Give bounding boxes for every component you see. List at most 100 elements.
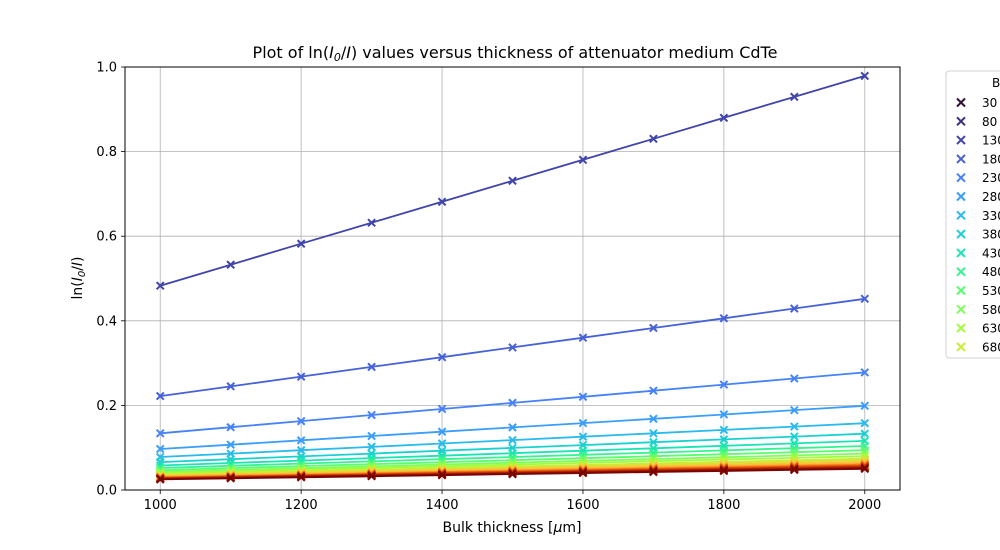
data-point <box>296 372 306 381</box>
data-point-stroke <box>649 134 658 144</box>
x-tick-label: 2000 <box>848 498 881 513</box>
data-point <box>296 436 306 445</box>
series-130 <box>155 71 870 290</box>
data-point <box>508 176 517 186</box>
data-point-stroke <box>719 410 729 419</box>
y-axis: 0.0 0.2 0.4 0.6 0.8 1.0 <box>96 61 125 499</box>
data-point <box>790 465 799 475</box>
legend-item: 380 <box>956 228 1000 242</box>
data-point-stroke <box>860 418 870 428</box>
data-point <box>367 442 376 452</box>
data-point <box>578 392 588 402</box>
data-point <box>956 229 966 239</box>
y-axis-label: ln(I0/I) <box>70 256 88 299</box>
legend-label: 330 <box>982 209 1000 223</box>
x-tick-label: 1200 <box>285 498 318 513</box>
legend-item: 280 <box>956 190 1000 204</box>
data-point-stroke <box>578 392 588 402</box>
data-point-stroke <box>367 218 376 228</box>
legend-item: 680 <box>956 340 1000 354</box>
series-530 <box>155 445 870 475</box>
data-point-stroke <box>508 398 517 408</box>
data-point <box>956 323 966 333</box>
series-unlabeled <box>155 464 870 484</box>
data-point <box>956 191 966 202</box>
data-point <box>790 422 799 431</box>
data-point <box>956 304 966 315</box>
legend-title: B <box>992 76 1000 90</box>
data-point <box>860 464 870 474</box>
data-point <box>860 294 870 304</box>
legend-label: 180 <box>982 152 1000 166</box>
data-point-stroke <box>226 440 235 449</box>
data-point <box>226 440 235 449</box>
legend-item: 230 <box>956 171 1000 185</box>
data-point <box>719 113 729 123</box>
data-point-stroke <box>437 352 447 362</box>
data-point-stroke <box>790 405 799 415</box>
legend-label: 380 <box>982 228 1000 242</box>
data-point <box>226 382 235 391</box>
data-point <box>578 432 588 442</box>
data-point-stroke <box>956 285 966 296</box>
legend-item: 80 <box>956 115 997 129</box>
y-tick-label: 0.0 <box>96 484 117 499</box>
data-point-stroke <box>226 382 235 391</box>
data-point <box>719 313 729 323</box>
data-point-stroke <box>296 416 306 426</box>
legend-label: 30 <box>982 96 997 110</box>
data-point-stroke <box>956 97 966 108</box>
data-point-stroke <box>860 71 870 81</box>
data-point-stroke <box>508 435 517 445</box>
x-tick-label: 1800 <box>707 498 740 513</box>
data-point <box>719 410 729 419</box>
data-point-stroke <box>437 197 447 207</box>
data-point <box>226 422 235 432</box>
data-point-stroke <box>956 172 966 183</box>
data-point <box>860 418 870 428</box>
series-180 <box>155 294 870 401</box>
legend-label: 430 <box>982 246 1000 260</box>
data-point <box>508 398 517 408</box>
data-point-stroke <box>860 464 870 474</box>
data-point <box>578 468 588 478</box>
data-point <box>956 154 966 164</box>
data-point-stroke <box>296 239 306 249</box>
data-point-stroke <box>956 116 966 127</box>
data-point-stroke <box>790 432 799 441</box>
data-point-stroke <box>956 229 966 239</box>
data-point <box>437 352 447 362</box>
data-point-stroke <box>155 429 165 438</box>
y-tick-label: 0.8 <box>96 145 117 160</box>
data-point-stroke <box>956 191 966 202</box>
data-point-stroke <box>296 436 306 445</box>
legend-label: 530 <box>982 284 1000 298</box>
series-layer <box>155 71 870 484</box>
data-point <box>155 429 165 438</box>
legend: B 30 80 130 180 230 280 330 380 430 480 530 580 630 6… <box>945 70 1000 359</box>
y-tick-label: 0.2 <box>96 399 117 414</box>
legend-item: 430 <box>956 246 1000 260</box>
data-point-stroke <box>367 442 376 452</box>
x-tick-label: 1400 <box>425 498 458 513</box>
data-point <box>367 410 376 420</box>
data-point-stroke <box>508 423 517 432</box>
data-point-stroke <box>296 473 306 482</box>
data-point-stroke <box>578 432 588 442</box>
legend-item: 330 <box>956 209 1000 223</box>
data-point <box>790 92 799 102</box>
data-point-stroke <box>155 391 165 401</box>
data-point <box>790 304 799 313</box>
data-point <box>860 368 870 377</box>
data-point <box>508 435 517 445</box>
data-point <box>956 248 966 258</box>
legend-item: 530 <box>956 284 1000 298</box>
data-point-stroke <box>956 342 966 352</box>
data-point <box>296 239 306 249</box>
data-point <box>956 210 966 221</box>
data-point-stroke <box>578 418 588 428</box>
data-point-stroke <box>437 470 447 480</box>
data-point-stroke <box>956 323 966 333</box>
data-point-stroke <box>860 401 870 411</box>
data-point-stroke <box>956 135 966 145</box>
